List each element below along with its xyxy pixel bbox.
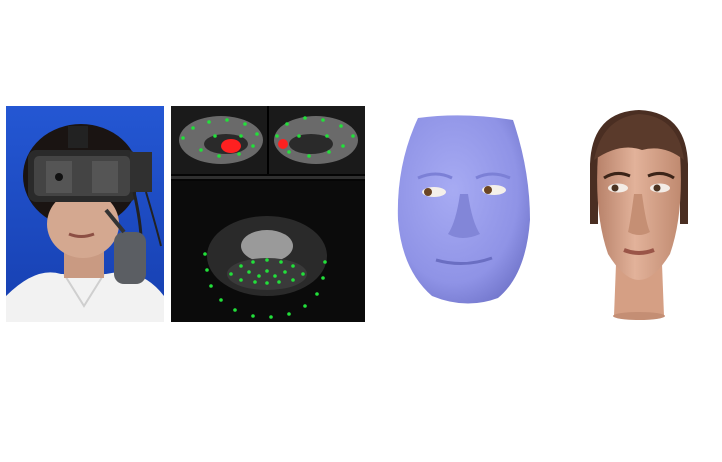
face-mesh-panel [388,110,538,310]
ir-landmark-image [171,106,365,322]
vr-headset-photo [6,106,164,322]
mouth-landmarks [203,252,327,319]
ir-camera-panel [171,106,365,322]
avatar-panel [584,104,694,324]
face-mesh-render [397,115,530,304]
photo-panel [6,106,164,322]
eye-landmarks [181,116,355,158]
avatar-head-render [590,110,688,320]
